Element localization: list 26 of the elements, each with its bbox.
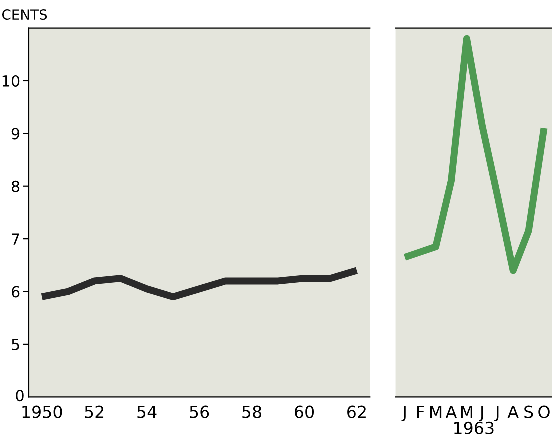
y-tick-label: 10	[2, 75, 20, 87]
x-tick-label: 1950	[22, 406, 62, 418]
text: 0	[16, 390, 24, 402]
x-tick-label: A	[446, 406, 458, 418]
x-tick-label: 62	[348, 406, 366, 418]
x-tick-label: 60	[295, 406, 314, 418]
y-tick-label: 8	[12, 180, 20, 192]
x-tick-label: M	[430, 406, 442, 418]
x-tick-label: F	[417, 406, 424, 418]
y-axis-title: CENTS	[2, 10, 48, 20]
x-axis-title: 1963	[454, 422, 494, 435]
y-tick-label: 5	[12, 339, 20, 350]
y-tick-label: 9	[12, 128, 20, 140]
x-tick-label: 56	[190, 406, 210, 418]
x-tick-label: M	[461, 406, 472, 418]
x-tick-label: 54	[138, 406, 157, 418]
x-tick-label: 58	[242, 406, 262, 418]
x-tick-label: A	[508, 406, 519, 418]
x-tick-label: O	[538, 406, 550, 418]
y-tick-label: 7	[12, 234, 20, 245]
x-tick-label: J	[479, 406, 484, 422]
x-tick-label: J	[494, 406, 499, 422]
x-tick-label: S	[524, 406, 534, 418]
x-tick-label: 52	[85, 406, 104, 418]
x-tick-label: J	[402, 406, 406, 422]
y-tick-label: 6	[12, 286, 20, 298]
